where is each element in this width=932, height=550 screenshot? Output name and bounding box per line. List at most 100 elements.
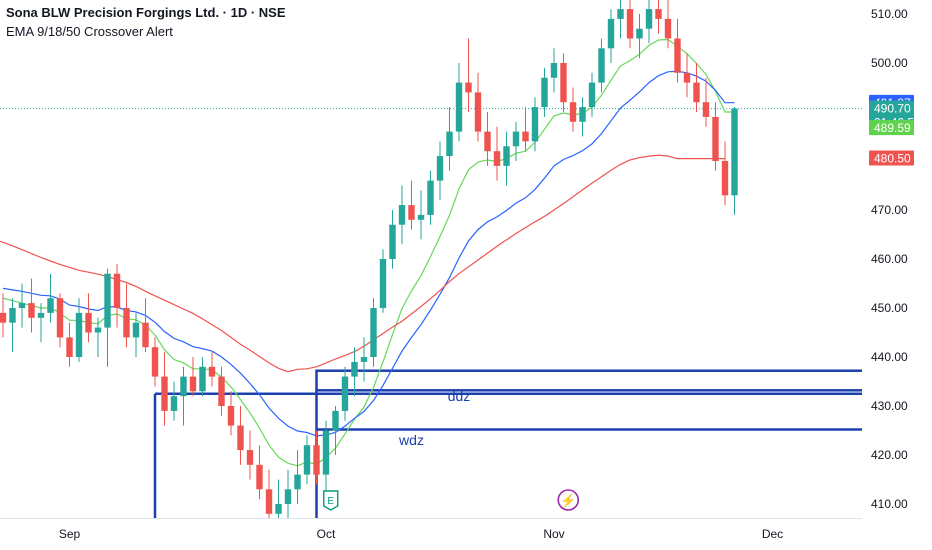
candle [142, 298, 149, 353]
candle [512, 121, 520, 161]
candle-body [303, 445, 311, 475]
candle [598, 38, 605, 93]
candle-body [446, 131, 453, 157]
candle [408, 180, 415, 230]
candle-body [66, 337, 73, 357]
candle-body [351, 361, 358, 377]
candle-body [389, 224, 396, 259]
candle-body [56, 298, 64, 338]
candle [47, 273, 54, 323]
candle-body [246, 450, 254, 465]
candle-body [123, 308, 130, 338]
candle [313, 430, 320, 485]
candle-body [617, 9, 624, 19]
candle [218, 366, 225, 416]
candle-body [294, 474, 301, 490]
zone-label-ddz: ddz [448, 388, 471, 404]
candle-body [28, 303, 35, 318]
candle-body [360, 357, 368, 362]
candle-body [503, 146, 510, 166]
candle-body [607, 18, 615, 49]
flash-event-icon-label: ⚡ [560, 493, 576, 509]
candle-body [142, 322, 149, 348]
candle [189, 357, 197, 397]
candle-body [37, 312, 45, 318]
candle-body [417, 214, 425, 220]
candle-body [579, 107, 586, 122]
x-tick-label: Sep [59, 527, 81, 541]
candle [275, 479, 282, 518]
candle [208, 352, 216, 387]
candle-body [322, 430, 330, 475]
candle [655, 0, 662, 34]
candle [379, 249, 387, 313]
y-tick-label: 440.00 [871, 350, 908, 364]
candle-body [626, 9, 634, 39]
candle-body [683, 72, 691, 83]
candle-body [674, 38, 681, 73]
candle-body [85, 312, 92, 333]
candle-body [550, 63, 558, 78]
candle [161, 352, 168, 426]
demand-zones [153, 369, 862, 518]
candle [569, 87, 577, 132]
chart-title: Sona BLW Precision Forgings Ltd. · 1D · … [6, 5, 286, 20]
candle [683, 53, 691, 98]
price-badge: 480.50 [869, 150, 914, 166]
candle [199, 357, 206, 397]
price-badge-bg [869, 150, 914, 166]
candle-body [151, 347, 159, 377]
candle [550, 48, 558, 93]
candle-body [588, 82, 596, 108]
price-badge-label: 480.50 [874, 152, 911, 166]
candle [75, 298, 83, 362]
candle [237, 406, 244, 465]
candle [579, 97, 586, 137]
candle [465, 38, 472, 112]
candle [180, 366, 187, 426]
candle [151, 337, 159, 387]
candle [227, 391, 235, 436]
candle [123, 283, 130, 348]
candle-body [398, 205, 406, 225]
candle-body [436, 156, 444, 181]
candle [427, 170, 434, 225]
candle [531, 97, 539, 152]
candle-body [132, 322, 140, 338]
candle [484, 112, 491, 166]
candle [265, 469, 273, 518]
candle [522, 107, 529, 152]
candle-body [199, 366, 206, 392]
candle-body [370, 308, 377, 357]
candle-body [313, 445, 320, 475]
y-tick-label: 410.00 [871, 497, 908, 511]
candle-body [693, 82, 700, 103]
candle-body [75, 312, 83, 357]
candle [18, 283, 26, 328]
candle [446, 107, 453, 171]
candles [0, 0, 738, 518]
candle [645, 0, 653, 44]
candle-body [208, 366, 216, 377]
indicator-label: EMA 9/18/50 Crossover Alert [6, 24, 173, 39]
candle [626, 0, 634, 49]
candle-body [218, 376, 225, 406]
earnings-icon-label: E [327, 496, 334, 507]
candle [170, 381, 178, 421]
candle [503, 131, 510, 186]
candle [588, 72, 596, 117]
candle-body [18, 303, 26, 308]
candle [66, 322, 73, 367]
candle [398, 185, 406, 245]
candle [693, 63, 700, 112]
candle [303, 435, 311, 485]
candle-body [408, 205, 415, 220]
candle-body [284, 489, 292, 504]
ema-line-ema50 [0, 154, 725, 373]
candle-body [113, 273, 121, 308]
candle-body [265, 489, 273, 514]
candle-body [664, 18, 672, 39]
candle [284, 469, 292, 518]
candle-body [484, 131, 491, 152]
